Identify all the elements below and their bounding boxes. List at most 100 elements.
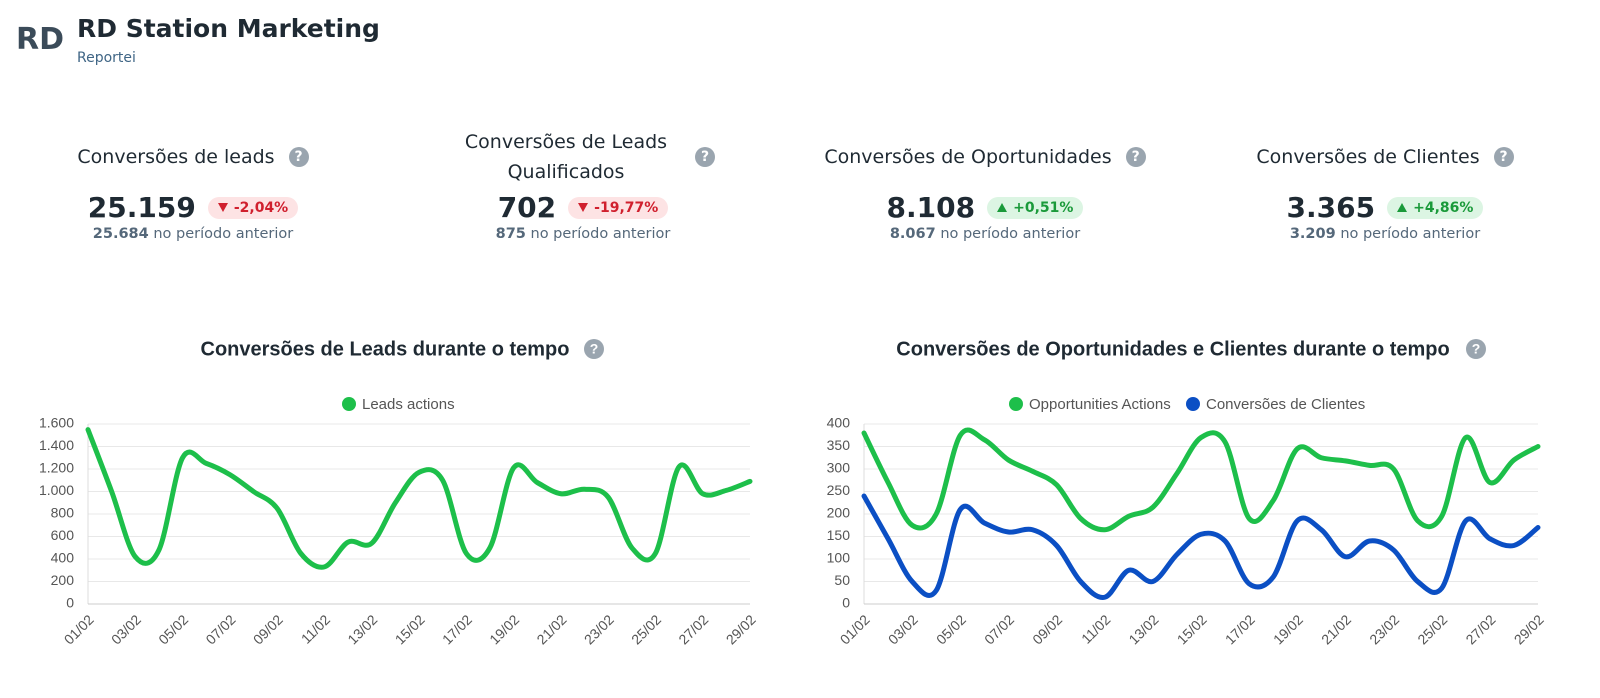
- kpi-change: -19,77%: [568, 196, 669, 219]
- y-tick-label: 200: [827, 505, 851, 521]
- kpi-value-row: 8.108 +0,51%: [887, 191, 1084, 224]
- y-tick-label: 50: [834, 572, 850, 588]
- legend-marker: [1009, 397, 1023, 411]
- x-tick-label: 11/02: [1078, 611, 1114, 647]
- x-tick-label: 03/02: [885, 611, 921, 647]
- kpi-change-text: -19,77%: [594, 199, 659, 216]
- trend-arrow: [578, 203, 589, 212]
- page-subtitle: Reportei: [77, 50, 136, 66]
- help-icon[interactable]: ?: [695, 147, 715, 167]
- kpi-value-row: 702 -19,77%: [498, 191, 669, 224]
- kpi-title: Conversões de Leads Qualificados: [464, 131, 668, 183]
- x-tick-label: 25/02: [628, 611, 664, 647]
- y-tick-label: 1.200: [39, 460, 74, 476]
- kpi-value: 8.108: [886, 191, 976, 224]
- x-tick-label: 13/02: [1126, 611, 1162, 647]
- x-tick-label: 27/02: [675, 611, 711, 647]
- kpi-change: -2,04%: [207, 196, 299, 219]
- legend-marker: [342, 397, 356, 411]
- logo: RD: [16, 22, 65, 57]
- kpi-value-row: 25.159 -2,04%: [87, 191, 299, 224]
- x-tick-label: 19/02: [1270, 611, 1306, 647]
- help-icon[interactable]: ?: [288, 147, 309, 167]
- previous-label: no período anterior: [1340, 226, 1481, 242]
- y-tick-label: 0: [66, 595, 74, 611]
- previous-label: no período anterior: [153, 226, 294, 242]
- previous-value: 25.684: [92, 226, 149, 242]
- y-tick-label: 800: [51, 505, 75, 521]
- y-tick-label: 150: [827, 527, 851, 543]
- kpi-value-row: 3.365 +4,86%: [1287, 191, 1484, 224]
- kpi-value: 702: [497, 191, 557, 224]
- x-tick-label: 03/02: [108, 611, 144, 647]
- kpi-value: 3.365: [1286, 191, 1376, 224]
- x-tick-label: 15/02: [392, 611, 428, 647]
- x-tick-label: 17/02: [439, 611, 475, 647]
- help-icon[interactable]: [584, 339, 604, 359]
- x-tick-label: 29/02: [1511, 611, 1547, 647]
- chart-title: Conversões de Oportunidades e Clientes d…: [896, 338, 1449, 360]
- kpi-title: Conversões de Oportunidades: [824, 146, 1112, 168]
- kpi-card: Conversões de Oportunidades? 8.108 +0,51% 8…: [795, 125, 1175, 242]
- y-tick-label: 1.400: [39, 437, 74, 453]
- help-mark: ?: [590, 341, 599, 357]
- previous-value: 8.067: [889, 226, 936, 242]
- y-tick-label: 200: [51, 572, 75, 588]
- kpi-previous: 875 no período anterior: [496, 226, 671, 242]
- help-icon[interactable]: ?: [1493, 147, 1514, 167]
- trend-arrow: [217, 203, 228, 212]
- legend-label: Opportunities Actions: [1029, 396, 1171, 413]
- kpi-title-row: Conversões de Clientes?: [1256, 125, 1514, 189]
- y-tick-label: 300: [827, 460, 851, 476]
- previous-value: 3.209: [1289, 226, 1336, 242]
- previous-label: no período anterior: [940, 226, 1081, 242]
- kpi-change-text: +0,51%: [1013, 199, 1074, 216]
- help-icon[interactable]: [1466, 339, 1486, 359]
- y-tick-label: 100: [827, 550, 851, 566]
- page-title: RD Station Marketing: [77, 14, 380, 43]
- y-tick-label: 250: [827, 482, 851, 498]
- kpi-change-text: +4,86%: [1413, 199, 1474, 216]
- x-tick-label: 01/02: [837, 611, 873, 647]
- kpi-previous: 8.067 no período anterior: [890, 226, 1080, 242]
- chart-title: Conversões de Leads durante o tempo: [201, 338, 570, 360]
- x-tick-label: 05/02: [933, 611, 969, 647]
- y-tick-label: 600: [51, 527, 75, 543]
- x-tick-label: 21/02: [534, 611, 570, 647]
- x-tick-label: 11/02: [298, 611, 334, 647]
- legend-label: Conversões de Clientes: [1206, 396, 1365, 413]
- kpi-title-row: Conversões de Oportunidades?: [824, 125, 1146, 189]
- y-tick-label: 1.600: [39, 415, 74, 431]
- legend-label: Leads actions: [362, 396, 455, 413]
- kpi-change: +4,86%: [1387, 196, 1484, 219]
- kpi-previous: 3.209 no período anterior: [1290, 226, 1480, 242]
- kpi-value: 25.159: [87, 191, 196, 224]
- x-tick-label: 09/02: [250, 611, 286, 647]
- x-tick-label: 13/02: [344, 611, 380, 647]
- kpi-title: Conversões de Clientes: [1256, 146, 1480, 168]
- x-tick-label: 17/02: [1222, 611, 1258, 647]
- x-tick-label: 23/02: [581, 611, 617, 647]
- x-tick-label: 07/02: [981, 611, 1017, 647]
- x-tick-label: 05/02: [155, 611, 191, 647]
- x-tick-label: 23/02: [1366, 611, 1402, 647]
- x-tick-label: 29/02: [723, 611, 759, 647]
- previous-value: 875: [495, 226, 526, 242]
- kpi-card: Conversões de Leads Qualificados? 702 -19,…: [393, 125, 773, 242]
- x-tick-label: 19/02: [486, 611, 522, 647]
- trend-arrow: [1397, 203, 1408, 212]
- kpi-title: Conversões de leads: [77, 146, 275, 168]
- previous-label: no período anterior: [530, 226, 671, 242]
- kpi-title-row: Conversões de leads?: [77, 125, 309, 189]
- line-series: [85, 427, 753, 570]
- line-series: [861, 427, 1541, 533]
- kpi-change-text: -2,04%: [233, 199, 289, 216]
- help-icon[interactable]: ?: [1125, 147, 1146, 167]
- x-tick-label: 25/02: [1414, 611, 1450, 647]
- line-series: [861, 493, 1541, 600]
- legend-marker: [1186, 397, 1200, 411]
- y-tick-label: 0: [842, 595, 850, 611]
- y-tick-label: 350: [827, 437, 851, 453]
